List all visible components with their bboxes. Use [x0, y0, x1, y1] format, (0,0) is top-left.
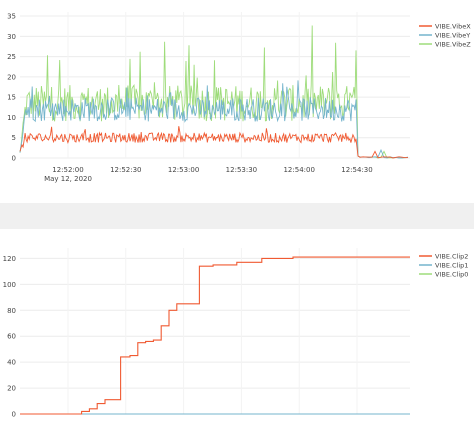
legend-label: VIBE.VibeZ: [435, 41, 471, 49]
clip-chart-panel: 0 20 40 60 80 100 120 VIBE.Clip2 VIBE.Clip1 VIBE.…: [0, 236, 474, 423]
vibration-chart: 0 5 10 15 20 25 30 35 12:52:00 12:52:30 12:53:00 12…: [7, 12, 471, 183]
vibration-chart-panel: 0 5 10 15 20 25 30 35 12:52:00 12:52:30 12:53:00 12…: [0, 0, 474, 200]
y-tick-label: 5: [12, 134, 16, 142]
y-tick-label: 25: [7, 53, 16, 61]
y-tick-label: 20: [7, 385, 16, 393]
x-tick-label: 12:54:00: [283, 166, 314, 174]
y-tick-label: 120: [3, 255, 16, 263]
legend-label: VIBE.VibeX: [435, 23, 471, 31]
y-tick-label: 35: [7, 13, 16, 21]
x-tick-label: 12:52:30: [110, 166, 141, 174]
panel-divider: [0, 203, 474, 229]
y-tick-label: 40: [7, 359, 16, 367]
y-tick-label: 20: [7, 73, 16, 81]
series-line-vibe-clip2: [20, 256, 410, 415]
series-line-vibe-vibez: [19, 25, 408, 159]
x-date-label: May 12, 2020: [44, 175, 92, 183]
x-tick-label: 12:53:30: [226, 166, 257, 174]
legend-label: VIBE.VibeY: [435, 32, 470, 40]
y-tick-label: 80: [7, 307, 16, 315]
clip-chart: 0 20 40 60 80 100 120 VIBE.Clip2VIBE.Clip1VIBE.…: [3, 248, 468, 419]
y-tick-label: 100: [3, 281, 16, 289]
series-line-vibe-vibex: [19, 126, 409, 159]
y-tick-label: 10: [7, 114, 16, 122]
y-tick-label: 60: [7, 333, 16, 341]
y-tick-label: 30: [7, 33, 16, 41]
x-tick-label: 12:53:00: [168, 166, 199, 174]
legend-label: VIBE.Clip1: [435, 262, 468, 270]
legend-label: VIBE.Clip0: [435, 271, 468, 279]
x-tick-label: 12:54:30: [341, 166, 372, 174]
y-tick-label: 0: [12, 411, 16, 419]
x-tick-label: 12:52:00: [52, 166, 83, 174]
y-tick-label: 0: [12, 155, 16, 163]
series-line-vibe-vibey: [19, 80, 409, 159]
y-tick-label: 15: [7, 94, 16, 102]
legend-label: VIBE.Clip2: [435, 253, 468, 261]
